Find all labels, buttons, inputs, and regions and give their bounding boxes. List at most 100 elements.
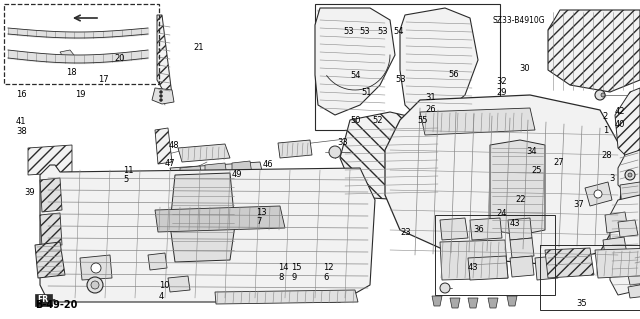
Text: 49: 49	[232, 170, 242, 179]
Text: 28: 28	[602, 151, 612, 160]
Polygon shape	[535, 256, 558, 280]
Polygon shape	[628, 272, 640, 285]
Polygon shape	[628, 284, 640, 298]
Polygon shape	[440, 218, 468, 240]
Polygon shape	[508, 218, 532, 240]
Polygon shape	[178, 144, 230, 162]
Text: 32: 32	[497, 77, 508, 86]
Text: 39: 39	[24, 188, 35, 197]
Circle shape	[91, 281, 99, 289]
Polygon shape	[278, 140, 312, 158]
Circle shape	[601, 93, 605, 97]
Text: B-49-20: B-49-20	[35, 300, 77, 310]
Text: 14: 14	[278, 263, 289, 272]
Text: 38: 38	[16, 127, 27, 136]
Text: 21: 21	[193, 43, 204, 52]
Bar	[4, 4, 159, 84]
Polygon shape	[605, 212, 628, 233]
Polygon shape	[315, 4, 500, 130]
Polygon shape	[432, 296, 442, 306]
Text: 30: 30	[520, 64, 531, 73]
Polygon shape	[595, 248, 640, 278]
Text: 52: 52	[372, 116, 383, 125]
Text: 53: 53	[360, 27, 371, 36]
Text: 4: 4	[159, 292, 164, 301]
Polygon shape	[35, 242, 65, 278]
Text: 34: 34	[527, 147, 538, 156]
Polygon shape	[205, 163, 227, 178]
Polygon shape	[170, 173, 235, 262]
Polygon shape	[157, 15, 172, 97]
Text: 41: 41	[16, 117, 26, 126]
Circle shape	[625, 170, 635, 180]
Polygon shape	[610, 195, 640, 295]
Text: 36: 36	[474, 225, 484, 234]
Text: 12: 12	[323, 263, 333, 272]
Polygon shape	[603, 237, 627, 257]
Polygon shape	[215, 290, 358, 304]
Text: 8: 8	[278, 273, 284, 282]
Circle shape	[91, 263, 101, 273]
Text: 3: 3	[609, 174, 614, 182]
Polygon shape	[155, 128, 172, 164]
Text: 10: 10	[159, 281, 169, 290]
Polygon shape	[440, 240, 508, 280]
Bar	[435, 215, 555, 295]
Text: 23: 23	[400, 228, 411, 237]
Text: 25: 25	[531, 166, 541, 175]
Polygon shape	[620, 182, 640, 208]
Text: 24: 24	[496, 209, 506, 218]
Polygon shape	[545, 248, 594, 278]
Polygon shape	[630, 252, 640, 272]
Polygon shape	[385, 95, 625, 265]
Polygon shape	[40, 165, 375, 302]
Text: 7: 7	[256, 217, 261, 226]
Text: 47: 47	[165, 159, 176, 168]
Text: 46: 46	[262, 160, 273, 169]
Circle shape	[440, 283, 450, 293]
Text: 43: 43	[467, 263, 478, 272]
Text: 17: 17	[98, 75, 109, 84]
Text: 53: 53	[377, 27, 388, 36]
Polygon shape	[152, 88, 174, 104]
Circle shape	[628, 173, 632, 177]
Polygon shape	[468, 298, 478, 308]
Polygon shape	[232, 161, 252, 176]
Polygon shape	[507, 296, 517, 306]
Text: 27: 27	[554, 158, 564, 167]
Text: 54: 54	[393, 27, 403, 36]
Text: 11: 11	[124, 166, 134, 174]
Polygon shape	[168, 276, 190, 292]
Text: 53: 53	[343, 27, 354, 36]
Text: 31: 31	[426, 93, 436, 102]
Circle shape	[594, 190, 602, 198]
Text: 5: 5	[124, 175, 129, 184]
Text: 51: 51	[362, 88, 372, 97]
Text: 6: 6	[323, 273, 328, 282]
Text: 48: 48	[169, 141, 180, 150]
Polygon shape	[618, 220, 638, 237]
Polygon shape	[60, 50, 74, 58]
Text: 20: 20	[114, 54, 124, 63]
Text: 16: 16	[16, 90, 27, 99]
Polygon shape	[420, 108, 535, 135]
Text: 18: 18	[66, 68, 77, 77]
Text: 1: 1	[603, 126, 608, 135]
Circle shape	[87, 277, 103, 293]
Text: 2: 2	[603, 112, 608, 121]
Polygon shape	[450, 298, 460, 308]
Polygon shape	[28, 145, 72, 175]
Text: 29: 29	[497, 88, 507, 97]
Polygon shape	[615, 88, 640, 160]
Text: 26: 26	[426, 105, 436, 114]
Polygon shape	[548, 10, 640, 92]
Text: 13: 13	[256, 208, 267, 217]
Polygon shape	[340, 112, 440, 200]
Polygon shape	[40, 213, 62, 247]
Polygon shape	[510, 256, 534, 277]
Text: 37: 37	[573, 200, 584, 209]
Text: 53: 53	[396, 75, 406, 84]
Text: 43: 43	[510, 219, 521, 228]
Text: 33: 33	[337, 138, 348, 147]
Circle shape	[329, 146, 341, 158]
